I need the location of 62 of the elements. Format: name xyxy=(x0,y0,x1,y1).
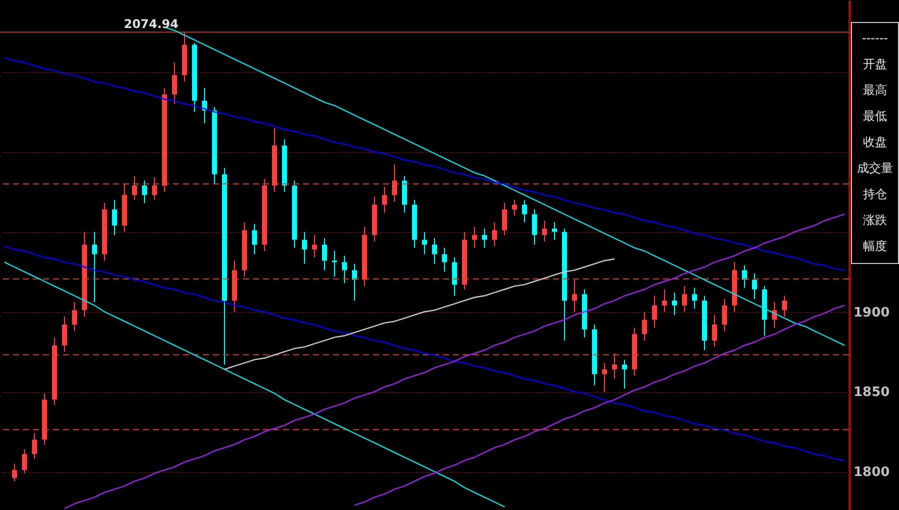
candlestick xyxy=(342,255,347,284)
line-series xyxy=(4,56,846,271)
candlestick xyxy=(252,223,257,255)
candlestick xyxy=(172,62,177,104)
candlestick xyxy=(482,228,487,248)
candlestick xyxy=(152,176,157,200)
y-tick-label: 1850 xyxy=(854,385,890,400)
info-panel: ------ 开盘 最高 最低 收盘 成交量 持仓 涨跌 幅度 xyxy=(851,22,899,264)
candlestick xyxy=(422,231,427,255)
candlestick xyxy=(452,256,457,296)
candlestick xyxy=(352,263,357,302)
candlestick xyxy=(382,186,387,214)
candlestick xyxy=(132,175,137,200)
candlestick xyxy=(22,448,27,474)
candlestick xyxy=(722,298,727,332)
candlestick xyxy=(62,316,67,352)
candlestick xyxy=(142,180,147,204)
candlestick xyxy=(522,199,527,223)
y-tick-label: 1800 xyxy=(854,465,890,480)
line-series xyxy=(64,214,846,509)
candlestick xyxy=(332,250,337,278)
candlestick xyxy=(432,238,437,264)
candlestick xyxy=(322,238,327,271)
candlestick xyxy=(512,199,517,216)
line-series xyxy=(354,304,846,506)
candlestick xyxy=(602,362,607,392)
candlestick xyxy=(572,279,577,312)
line-series xyxy=(164,26,846,346)
candlestick xyxy=(112,199,117,236)
candlestick xyxy=(472,226,477,248)
candlestick xyxy=(662,288,667,312)
candlestick xyxy=(682,286,687,312)
candlestick xyxy=(672,292,677,316)
annotation: 2074.94 xyxy=(124,17,178,32)
candlestick xyxy=(202,87,207,124)
candlestick xyxy=(542,220,547,242)
candlestick xyxy=(72,302,77,332)
candlestick xyxy=(12,463,17,482)
candlestick xyxy=(442,247,447,272)
candlestick xyxy=(492,222,497,247)
candlestick xyxy=(502,202,507,236)
line-series xyxy=(4,262,506,508)
candlestick xyxy=(652,295,657,328)
candlestick xyxy=(302,231,307,264)
candlestick xyxy=(392,164,397,202)
candlestick xyxy=(622,359,627,389)
candlestick xyxy=(782,295,787,318)
candlestick xyxy=(32,432,37,460)
candlestick xyxy=(712,314,717,348)
y-tick-label: 1900 xyxy=(854,305,890,320)
candlestick xyxy=(552,222,557,240)
candlestick xyxy=(612,352,617,380)
candlestick xyxy=(402,175,407,214)
candlestick xyxy=(692,287,697,310)
candlestick xyxy=(642,311,647,342)
line-series xyxy=(4,246,846,462)
line-series xyxy=(224,258,616,370)
candlestick xyxy=(752,272,757,300)
candlestick xyxy=(742,264,747,288)
candlestick xyxy=(532,208,537,246)
candlestick xyxy=(92,231,97,303)
candlestick xyxy=(312,234,317,258)
